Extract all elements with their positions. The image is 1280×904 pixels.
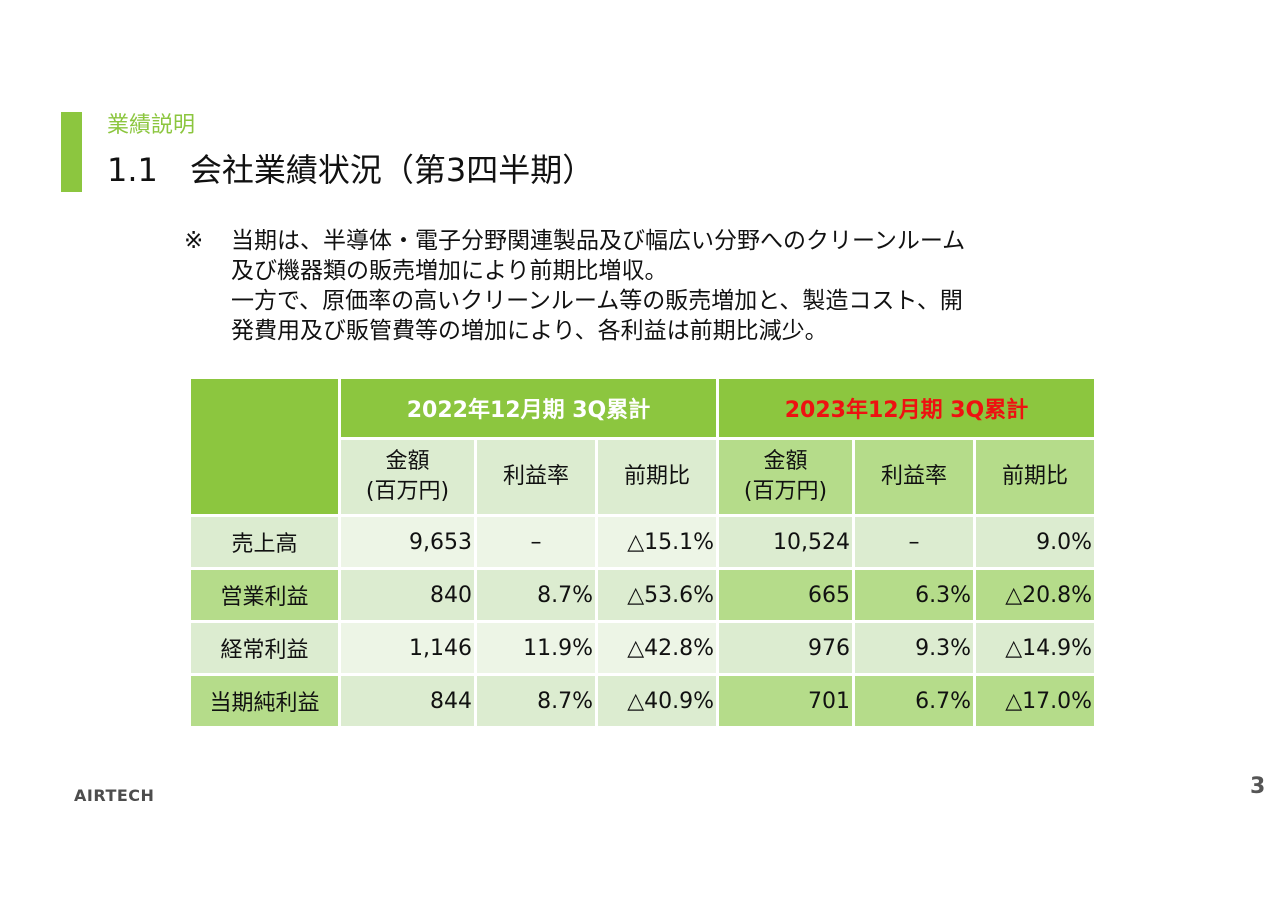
margin-2022: 11.9%: [474, 620, 598, 676]
amount-2023: 976: [716, 620, 855, 676]
yoy-2022: △53.6%: [595, 567, 719, 623]
row-label: 営業利益: [188, 567, 341, 623]
yoy-2023: △14.9%: [973, 620, 1097, 676]
yoy-2023: △20.8%: [973, 567, 1097, 623]
table-header-row: 2022年12月期 3Q累計 2023年12月期 3Q累計: [188, 376, 1097, 517]
table-row: 売上高 9,653 – △15.1% 10,524 – 9.0%: [188, 514, 1097, 570]
note-line: 及び機器類の販売増加により前期比増収。: [231, 258, 668, 284]
page-title: 1.1 会社業績状況（第3四半期）: [107, 151, 595, 189]
margin-2023: 9.3%: [852, 620, 976, 676]
yoy-2022: △42.8%: [595, 620, 719, 676]
col-header-amount: 金額 (百万円): [716, 437, 855, 517]
section-label: 業績説明: [107, 113, 196, 138]
yoy-2022: △15.1%: [595, 514, 719, 570]
yoy-2023: △17.0%: [973, 673, 1097, 729]
note-line: 当期は、半導体・電子分野関連製品及び幅広い分野へのクリーンルーム: [231, 228, 966, 254]
section-accent-bar: [61, 112, 82, 192]
amount-2022: 840: [338, 567, 477, 623]
col-header-amount: 金額 (百万円): [338, 437, 477, 517]
amount-2023: 10,524: [716, 514, 855, 570]
yoy-2023: 9.0%: [973, 514, 1097, 570]
table-row: 営業利益 840 8.7% △53.6% 665 6.3% △20.8%: [188, 567, 1097, 623]
yoy-2022: △40.9%: [595, 673, 719, 729]
row-label: 経常利益: [188, 620, 341, 676]
company-logo: AIRTECH: [74, 786, 155, 805]
results-table: 2022年12月期 3Q累計 2023年12月期 3Q累計 金額 (百万円) 利益…: [188, 376, 1097, 729]
margin-2023: 6.7%: [852, 673, 976, 729]
table-row: 経常利益 1,146 11.9% △42.8% 976 9.3% △14.9%: [188, 620, 1097, 676]
margin-2022: –: [474, 514, 598, 570]
col-header-yoy: 前期比: [973, 437, 1097, 517]
margin-2022: 8.7%: [474, 567, 598, 623]
col-header-margin: 利益率: [852, 437, 976, 517]
table-row: 当期純利益 844 8.7% △40.9% 701 6.7% △17.0%: [188, 673, 1097, 729]
amount-2023: 701: [716, 673, 855, 729]
col-header-amount-line1: 金額: [385, 449, 430, 474]
amount-2022: 1,146: [338, 620, 477, 676]
col-header-amount-line2: (百万円): [743, 479, 828, 504]
row-label: 当期純利益: [188, 673, 341, 729]
note-mark: ※: [184, 228, 204, 254]
margin-2023: –: [852, 514, 976, 570]
col-header-amount-line2: (百万円): [365, 479, 450, 504]
row-label: 売上高: [188, 514, 341, 570]
note-body: 当期は、半導体・電子分野関連製品及び幅広い分野へのクリーンルーム 及び機器類の販…: [231, 226, 1104, 346]
summary-note: ※ 当期は、半導体・電子分野関連製品及び幅広い分野へのクリーンルーム 及び機器類…: [184, 226, 1104, 346]
page-number: 3: [1250, 774, 1266, 799]
note-line: 発費用及び販管費等の増加により、各利益は前期比減少。: [231, 318, 828, 344]
col-header-amount-line1: 金額: [763, 449, 808, 474]
col-header-yoy: 前期比: [595, 437, 719, 517]
amount-2022: 9,653: [338, 514, 477, 570]
amount-2023: 665: [716, 567, 855, 623]
period-2022-header: 2022年12月期 3Q累計: [338, 376, 719, 440]
corner-cell: [188, 376, 341, 517]
col-header-margin: 利益率: [474, 437, 598, 517]
amount-2022: 844: [338, 673, 477, 729]
note-line: 一方で、原価率の高いクリーンルーム等の販売増加と、製造コスト、開: [231, 288, 963, 314]
table-subheader-row: 金額 (百万円) 利益率 前期比 金額 (百万円) 利益率 前期比: [190, 437, 1097, 517]
margin-2022: 8.7%: [474, 673, 598, 729]
margin-2023: 6.3%: [852, 567, 976, 623]
period-2023-header: 2023年12月期 3Q累計: [716, 376, 1097, 440]
